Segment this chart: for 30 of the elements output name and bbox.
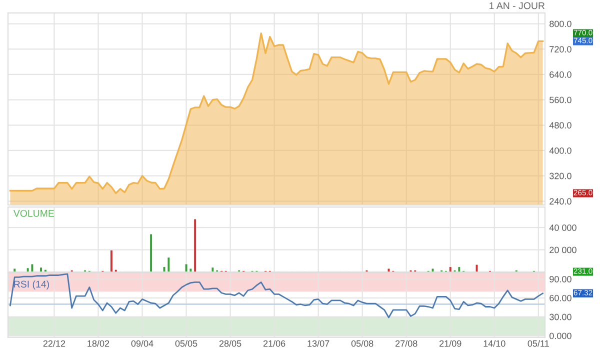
x-tick-label: 22/12	[43, 340, 66, 347]
x-tick-label: 09/04	[131, 340, 154, 347]
line-series	[10, 273, 544, 318]
y-tick-label: 800.0	[550, 20, 572, 28]
y-tick-label: 60.00	[550, 294, 572, 302]
x-tick-label: 18/02	[88, 340, 110, 347]
y-tick-label: 320.0	[550, 172, 572, 180]
x-tick-label: 14/10	[484, 340, 506, 347]
text: 1 AN - JOUR	[490, 2, 545, 10]
x-tick-label: 05/05	[175, 340, 198, 347]
x-tick-label: 05/11	[528, 340, 549, 347]
y-tick-label: 640.0	[550, 71, 572, 78]
chart-title: VOLUME	[13, 210, 54, 217]
y-tick-label: 720.0	[550, 46, 572, 52]
y-tick-label: 480.0	[549, 122, 572, 129]
y-tick-label: 40 000	[549, 224, 576, 231]
text: RSI (14)	[14, 280, 49, 290]
x-tick-label: 05/08	[351, 340, 374, 347]
x-tick-label: 27/08	[396, 340, 418, 347]
y-tick-label: 0.000	[550, 332, 572, 340]
y-tick-label: 30.00	[550, 314, 572, 320]
x-tick-label: 21/06	[263, 340, 286, 347]
y-tick-label: 240.0	[550, 198, 572, 205]
x-tick-label: 21/09	[440, 340, 462, 347]
y-tick-label: 90.00	[550, 276, 572, 282]
x-tick-label: 28/05	[219, 340, 242, 347]
y-tick-label: 560.0	[550, 96, 572, 104]
x-tick-label: 13/07	[308, 340, 330, 347]
y-tick-label: 400.0	[549, 147, 572, 154]
y-tick-label: 20 000	[550, 246, 576, 254]
